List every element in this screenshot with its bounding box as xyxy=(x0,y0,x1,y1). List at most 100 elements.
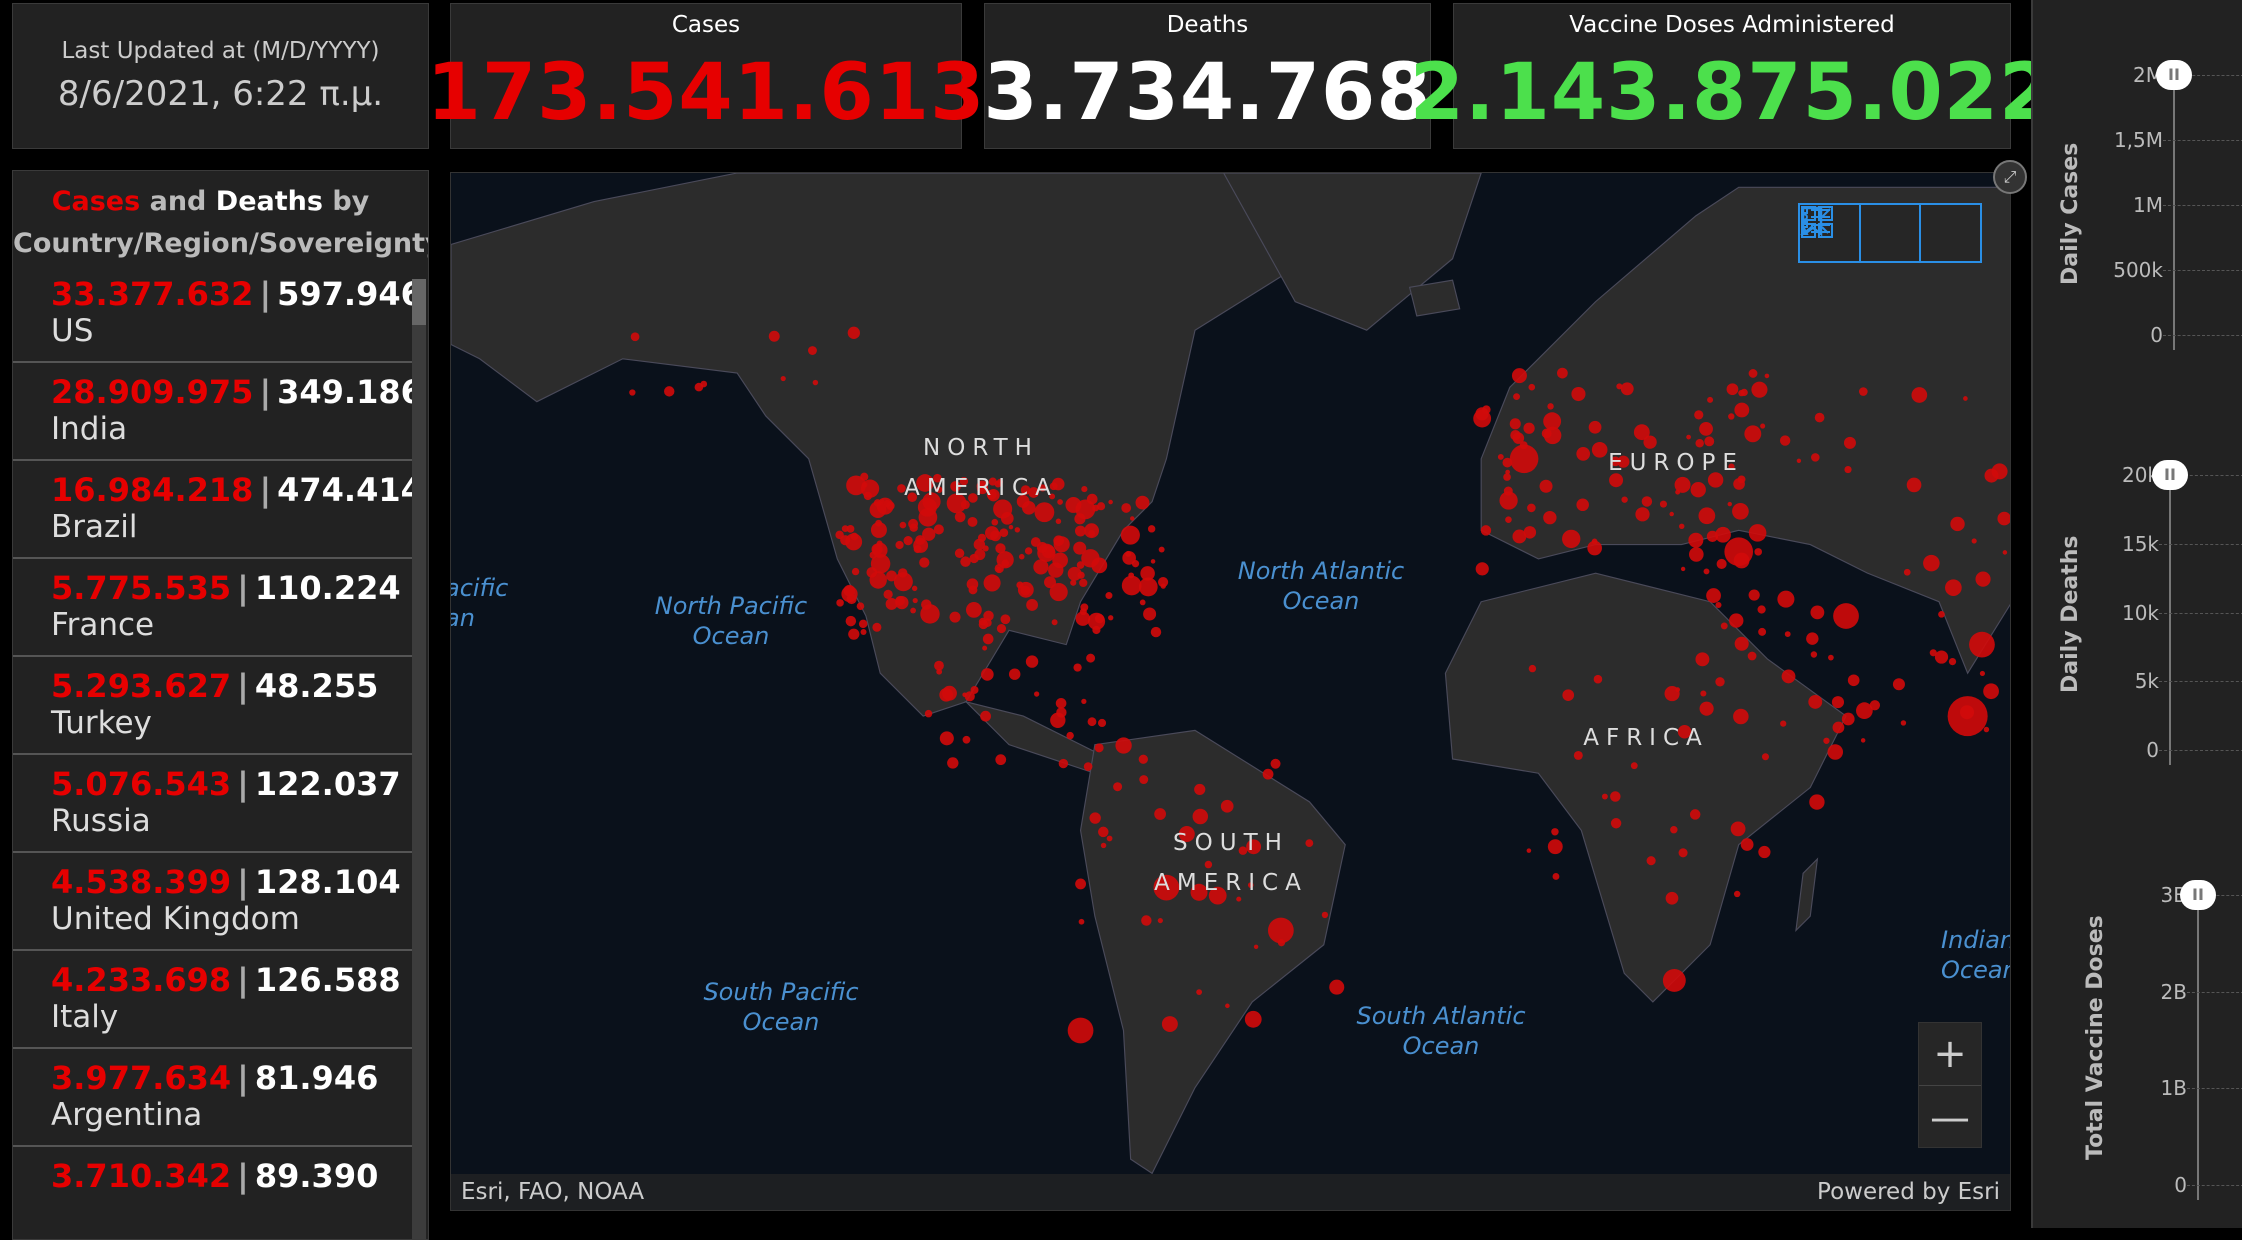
chart-time-slider-handle[interactable]: II xyxy=(2180,880,2216,910)
case-dot[interactable] xyxy=(1096,502,1106,511)
case-dot[interactable] xyxy=(895,540,904,550)
case-dot[interactable] xyxy=(1969,631,1995,658)
case-dot[interactable] xyxy=(968,493,978,503)
case-dot[interactable] xyxy=(950,481,961,492)
case-dot[interactable] xyxy=(1074,525,1086,537)
case-dot[interactable] xyxy=(1571,386,1586,402)
case-dot[interactable] xyxy=(1497,453,1504,460)
case-dot[interactable] xyxy=(1601,793,1608,800)
case-dot[interactable] xyxy=(899,521,907,529)
case-dot[interactable] xyxy=(848,628,860,640)
case-dot[interactable] xyxy=(1138,577,1158,597)
case-dot[interactable] xyxy=(1196,989,1203,996)
case-dot[interactable] xyxy=(1008,668,1021,680)
case-dot[interactable] xyxy=(960,556,971,567)
case-dot[interactable] xyxy=(1699,422,1713,436)
case-dot[interactable] xyxy=(1732,502,1749,520)
case-dot[interactable] xyxy=(907,492,918,503)
basemap-gallery-button[interactable] xyxy=(1801,205,1980,261)
case-dot[interactable] xyxy=(1526,848,1532,853)
case-dot[interactable] xyxy=(1811,453,1820,462)
case-dot[interactable] xyxy=(1057,499,1063,505)
case-dot[interactable] xyxy=(1100,842,1107,849)
case-dot[interactable] xyxy=(860,479,880,498)
case-dot[interactable] xyxy=(1543,412,1562,431)
case-dot[interactable] xyxy=(1190,883,1208,901)
case-dot[interactable] xyxy=(1847,674,1860,687)
case-dot[interactable] xyxy=(1329,979,1345,995)
case-dot[interactable] xyxy=(1138,754,1148,764)
case-dot[interactable] xyxy=(1562,689,1575,701)
case-dot[interactable] xyxy=(1720,622,1728,630)
case-dot[interactable] xyxy=(1108,499,1113,505)
case-dot[interactable] xyxy=(1734,636,1749,651)
case-dot[interactable] xyxy=(978,617,987,626)
case-dot[interactable] xyxy=(1000,511,1014,525)
case-dot[interactable] xyxy=(1135,495,1150,510)
case-dot[interactable] xyxy=(1573,750,1583,760)
case-dot[interactable] xyxy=(1698,507,1716,525)
case-dot[interactable] xyxy=(1058,758,1069,769)
country-row[interactable]: 3.977.634 | 81.946 Argentina xyxy=(13,1049,412,1147)
case-dot[interactable] xyxy=(1066,731,1074,740)
case-dot[interactable] xyxy=(883,499,892,508)
case-dot[interactable] xyxy=(1728,413,1735,420)
case-dot[interactable] xyxy=(1892,678,1905,691)
case-dot[interactable] xyxy=(1073,541,1087,555)
case-dot[interactable] xyxy=(1646,856,1656,866)
case-dot[interactable] xyxy=(1758,845,1771,859)
case-dot[interactable] xyxy=(1018,553,1025,560)
case-dot[interactable] xyxy=(1499,491,1518,510)
case-dot[interactable] xyxy=(1075,499,1096,520)
case-dot[interactable] xyxy=(1475,562,1489,576)
case-dot[interactable] xyxy=(1587,540,1602,556)
case-dot[interactable] xyxy=(1024,547,1033,555)
case-dot[interactable] xyxy=(1236,896,1242,902)
case-dot[interactable] xyxy=(1225,1003,1230,1009)
case-dot[interactable] xyxy=(1220,799,1234,813)
case-dot[interactable] xyxy=(1678,523,1685,530)
case-dot[interactable] xyxy=(1081,549,1100,568)
case-dot[interactable] xyxy=(1262,768,1274,780)
case-dot[interactable] xyxy=(1674,476,1691,493)
case-dot[interactable] xyxy=(996,624,1007,634)
case-dot[interactable] xyxy=(1078,918,1085,925)
case-dot[interactable] xyxy=(1086,653,1096,663)
case-dot[interactable] xyxy=(909,523,918,532)
case-dot[interactable] xyxy=(1715,601,1722,609)
case-dot[interactable] xyxy=(1562,529,1581,549)
case-dot[interactable] xyxy=(1034,502,1055,523)
case-dot[interactable] xyxy=(1706,530,1719,542)
case-dot[interactable] xyxy=(1843,436,1856,449)
case-dot[interactable] xyxy=(1747,651,1757,661)
case-dot[interactable] xyxy=(954,511,966,523)
case-dot[interactable] xyxy=(1528,664,1537,673)
case-dot[interactable] xyxy=(1139,775,1149,785)
case-dot[interactable] xyxy=(1707,472,1724,488)
case-dot[interactable] xyxy=(911,585,918,592)
case-dot[interactable] xyxy=(1903,568,1911,576)
case-dot[interactable] xyxy=(1833,603,1859,629)
case-dot[interactable] xyxy=(1695,652,1710,667)
case-dot[interactable] xyxy=(1022,501,1036,515)
chart-time-slider-handle[interactable]: II xyxy=(2152,460,2188,490)
case-dot[interactable] xyxy=(1950,516,1965,532)
case-dot[interactable] xyxy=(1527,503,1536,513)
case-dot[interactable] xyxy=(1160,583,1166,589)
case-dot[interactable] xyxy=(1008,524,1014,530)
case-dot[interactable] xyxy=(995,543,1006,554)
case-dot[interactable] xyxy=(982,645,988,651)
case-dot[interactable] xyxy=(1139,599,1146,606)
case-dot[interactable] xyxy=(893,572,913,592)
case-dot[interactable] xyxy=(1244,1010,1262,1028)
case-dot[interactable] xyxy=(846,524,855,533)
case-dot[interactable] xyxy=(922,492,941,511)
case-dot[interactable] xyxy=(999,528,1009,538)
case-dot[interactable] xyxy=(1154,808,1166,820)
case-dot[interactable] xyxy=(1140,566,1155,581)
case-dot[interactable] xyxy=(974,549,986,561)
case-dot[interactable] xyxy=(1067,1017,1094,1044)
case-dot[interactable] xyxy=(860,628,867,635)
case-dot[interactable] xyxy=(1543,510,1557,525)
case-dot[interactable] xyxy=(1033,559,1049,575)
